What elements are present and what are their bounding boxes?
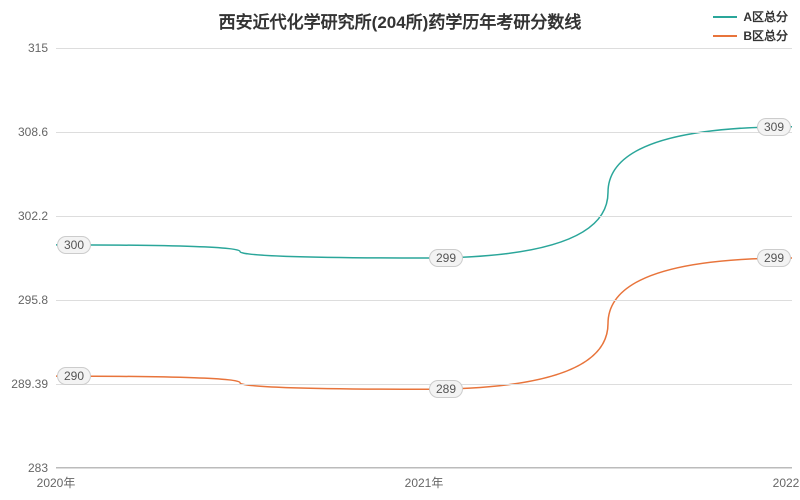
data-label: 299 [757,249,791,267]
series-line [56,258,792,389]
y-tick-label: 315 [28,41,56,55]
y-tick-label: 308.6 [18,125,56,139]
y-tick-label: 302.2 [18,209,56,223]
gridline-h [56,300,792,301]
x-tick-label: 2022年 [773,468,800,491]
legend: A区总分 B区总分 [713,8,788,46]
chart-title: 西安近代化学研究所(204所)药学历年考研分数线 [0,8,800,33]
data-label: 289 [429,380,463,398]
series-line [56,127,792,258]
data-label: 300 [57,236,91,254]
legend-label-b: B区总分 [743,27,788,44]
y-tick-label: 295.8 [18,293,56,307]
x-tick-label: 2021年 [405,468,444,491]
gridline-h [56,216,792,217]
plot-area: 283289.39295.8302.2308.63152020年2021年202… [56,48,792,468]
data-label: 290 [57,367,91,385]
data-label: 309 [757,118,791,136]
gridline-h [56,48,792,49]
data-label: 299 [429,249,463,267]
legend-item-b: B区总分 [713,27,788,44]
legend-label-a: A区总分 [743,8,788,25]
x-tick-label: 2020年 [37,468,76,491]
chart-lines [56,48,792,468]
gridline-h [56,132,792,133]
legend-swatch-a [713,16,737,18]
legend-item-a: A区总分 [713,8,788,25]
y-tick-label: 289.39 [11,377,56,391]
chart-container: 西安近代化学研究所(204所)药学历年考研分数线 A区总分 B区总分 28328… [0,0,800,500]
gridline-h [56,384,792,385]
legend-swatch-b [713,35,737,37]
